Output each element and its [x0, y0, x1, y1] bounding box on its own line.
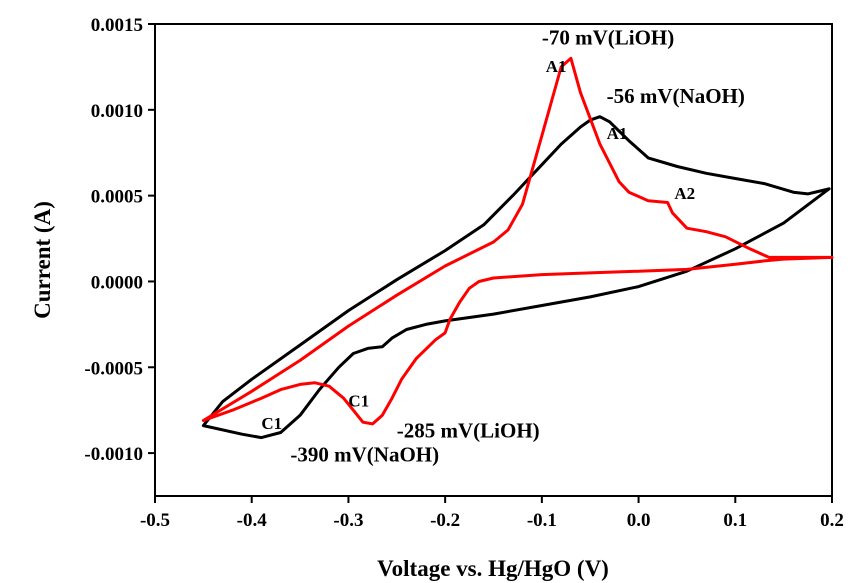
curves — [201, 56, 834, 440]
axis-ticks: -0.5 -0.4 -0.3 -0.2 -0.1 0.0 0.1 0.2 0.0015 0.001… — [84, 15, 843, 531]
y-tick-label: 0.0000 — [91, 272, 143, 293]
x-tick-label: -0.3 — [333, 510, 363, 531]
annotation-label: A1 — [607, 124, 628, 143]
annotation-label: A2 — [674, 184, 695, 203]
annotation-label: C1 — [261, 414, 282, 433]
x-tick-label: -0.2 — [430, 510, 460, 531]
series-2-line — [201, 56, 834, 426]
y-tick-label: 0.0015 — [91, 15, 143, 36]
y-tick-label: 0.0005 — [91, 187, 143, 208]
annotation-label: -390 mV(NaOH) — [290, 443, 439, 467]
annotation-label: -285 mV(LiOH) — [397, 419, 540, 443]
x-tick-label: -0.1 — [527, 510, 557, 531]
x-tick-label: 0.1 — [723, 510, 747, 531]
y-tick-label: -0.0010 — [84, 444, 143, 465]
plot-frame — [154, 23, 833, 497]
annotation-label: -70 mV(LiOH) — [542, 26, 674, 50]
y-tick-label: 0.0010 — [91, 101, 143, 122]
annotation-label: C1 — [348, 392, 369, 411]
x-tick-label: -0.4 — [237, 510, 268, 531]
x-tick-label: -0.5 — [140, 510, 170, 531]
x-tick-label: 0.0 — [627, 510, 651, 531]
annotations: -70 mV(LiOH) A1 -56 mV(NaOH) A1 A2 C1 C1 -285 m… — [261, 26, 745, 467]
annotation-label: -56 mV(NaOH) — [607, 84, 745, 108]
x-tick-label: 0.2 — [820, 510, 844, 531]
x-axis-title: Voltage vs. Hg/HgO (V) — [377, 556, 609, 581]
y-axis-title: Current (A) — [30, 201, 55, 319]
annotation-label: A1 — [546, 57, 567, 76]
y-tick-label: -0.0005 — [84, 358, 143, 379]
series-1-line — [201, 115, 831, 440]
